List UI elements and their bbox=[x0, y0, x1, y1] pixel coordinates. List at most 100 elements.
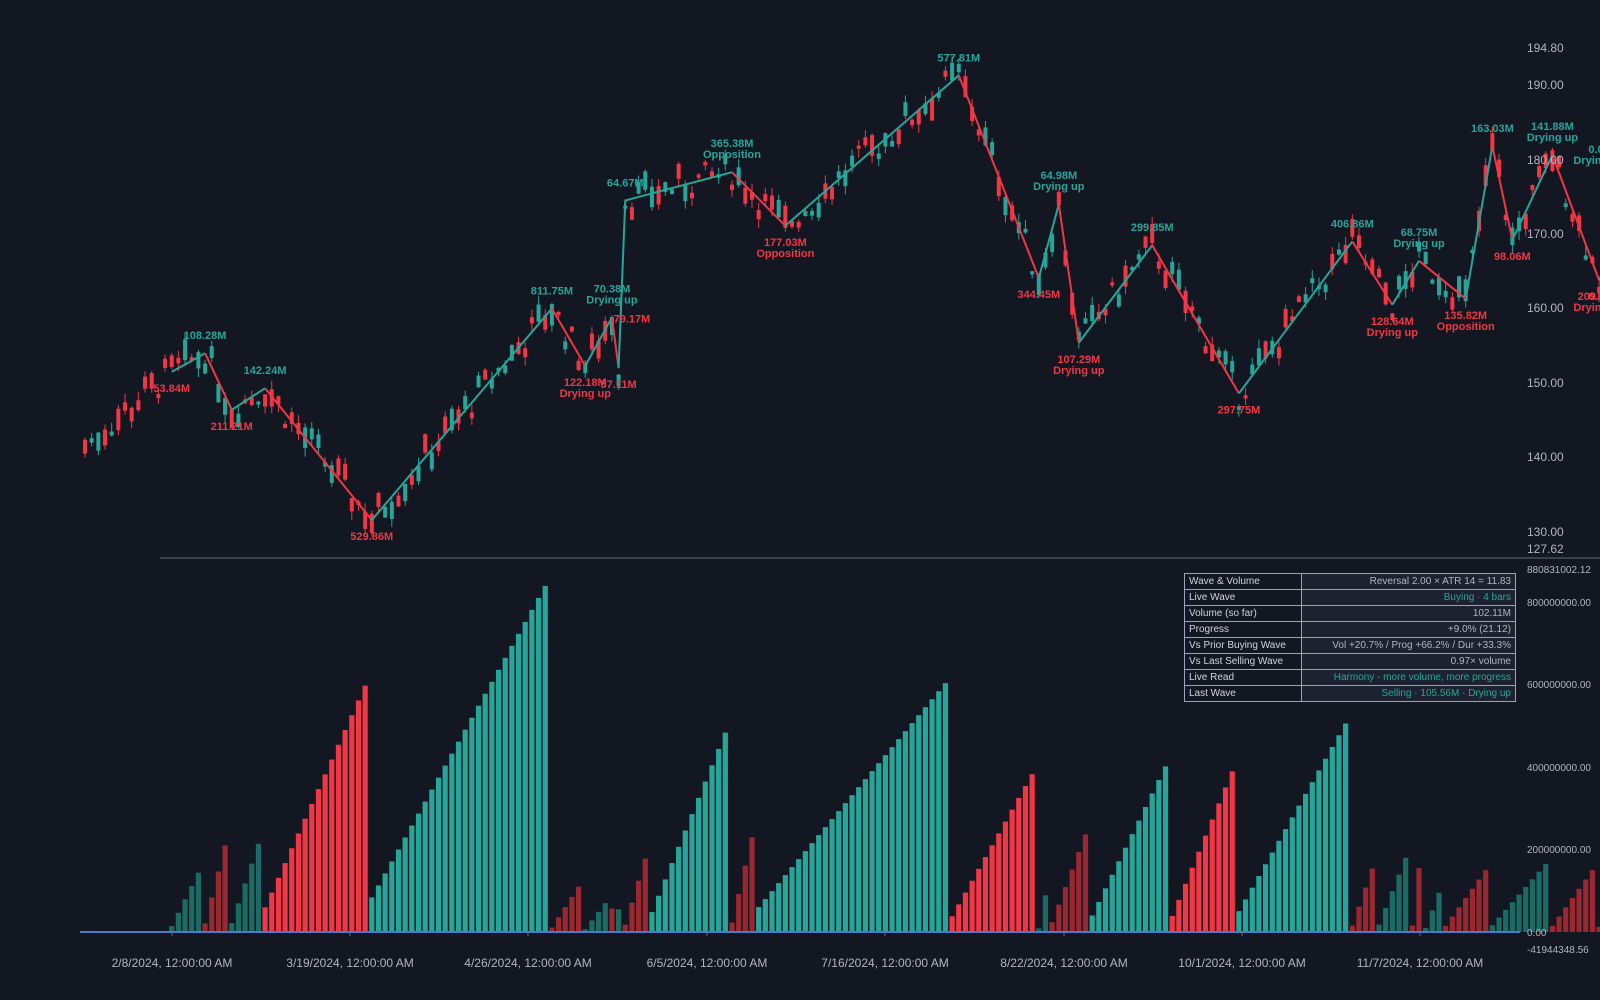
candle-body bbox=[656, 186, 661, 205]
zigzag-segment bbox=[1418, 260, 1467, 300]
candle-body bbox=[763, 194, 768, 202]
wave-label: 209.07M bbox=[1578, 291, 1600, 303]
wave-label: 0.00 bbox=[1588, 291, 1600, 303]
info-value: 102.11M bbox=[1301, 605, 1516, 622]
volume-bar bbox=[342, 729, 348, 932]
candle-body bbox=[843, 170, 848, 187]
volume-bar bbox=[1363, 887, 1369, 932]
candle-body bbox=[396, 495, 401, 507]
price-tick-label: 160.00 bbox=[1527, 301, 1564, 315]
volume-bar bbox=[422, 801, 428, 932]
candle-body bbox=[409, 475, 414, 485]
candle-body bbox=[743, 187, 748, 204]
candle-body bbox=[923, 103, 928, 115]
volume-bar bbox=[1029, 774, 1035, 932]
candle-body bbox=[1070, 292, 1075, 315]
candle-body bbox=[223, 398, 228, 415]
candle-body bbox=[236, 413, 241, 428]
zigzag-segment bbox=[584, 316, 613, 367]
zigzag-line bbox=[171, 74, 1600, 521]
candle-body bbox=[276, 396, 281, 405]
candle-body bbox=[556, 311, 561, 316]
candle-body bbox=[629, 207, 634, 220]
volume-bar bbox=[1383, 907, 1389, 932]
candle-body bbox=[1203, 346, 1208, 354]
candle-body bbox=[1403, 271, 1408, 289]
volume-bar bbox=[649, 912, 655, 932]
volume-bar bbox=[195, 872, 201, 932]
volume-bar bbox=[1336, 735, 1342, 932]
candle-body bbox=[563, 341, 568, 350]
wave-label: 177.03M bbox=[764, 237, 807, 249]
candle-body bbox=[109, 431, 114, 436]
candle-body bbox=[1497, 159, 1502, 177]
volume-bar bbox=[355, 700, 362, 932]
info-key: Live Wave bbox=[1184, 589, 1302, 606]
volume-bar bbox=[1069, 869, 1075, 932]
volume-bar bbox=[809, 843, 815, 932]
zigzag-segment bbox=[1078, 244, 1153, 344]
candle-body bbox=[289, 412, 294, 424]
volume-bar bbox=[756, 907, 762, 932]
volume-bar bbox=[669, 863, 675, 932]
volume-bar bbox=[1356, 906, 1362, 932]
candle-body bbox=[363, 511, 368, 529]
candle-body bbox=[736, 167, 741, 186]
candle-body bbox=[569, 326, 574, 332]
wave-label: 529.86M bbox=[350, 531, 393, 543]
volume-bar bbox=[842, 803, 848, 932]
candle-body bbox=[389, 501, 394, 519]
volume-bar bbox=[1396, 874, 1402, 932]
candle-body bbox=[1543, 153, 1548, 169]
volume-bar bbox=[589, 920, 595, 932]
volume-bar bbox=[1509, 902, 1515, 932]
info-row: Wave & Volume Reversal 2.00 × ATR 14 = 11… bbox=[1184, 573, 1516, 590]
candle-body bbox=[1030, 271, 1035, 275]
volume-bar bbox=[642, 858, 648, 932]
candle-body bbox=[589, 333, 594, 350]
volume-bar bbox=[682, 830, 688, 932]
volume-bar bbox=[1529, 879, 1535, 932]
candle-body bbox=[369, 513, 374, 533]
candle-body bbox=[1003, 197, 1008, 216]
candle-body bbox=[1043, 252, 1048, 268]
candle-body bbox=[1103, 308, 1108, 316]
candle-body bbox=[1356, 235, 1361, 249]
wave-label: 128.64M bbox=[1371, 316, 1414, 328]
candle-body bbox=[1283, 308, 1288, 328]
zigzag-segment bbox=[551, 307, 587, 367]
volume-bar bbox=[1176, 899, 1182, 932]
volume-bar bbox=[982, 857, 989, 932]
volume-bar bbox=[509, 645, 515, 932]
candle-body bbox=[463, 396, 468, 410]
candle-body bbox=[123, 402, 128, 411]
volume-bar bbox=[382, 873, 388, 932]
volume-bar bbox=[716, 748, 722, 932]
info-row: Live Read Harmony - more volume, more pro… bbox=[1184, 669, 1516, 686]
volume-bar bbox=[656, 895, 662, 932]
candle-body bbox=[963, 76, 968, 98]
candle-body bbox=[576, 360, 581, 371]
candle-body bbox=[1263, 341, 1268, 359]
volume-bar bbox=[1589, 870, 1596, 932]
candle-body bbox=[429, 452, 434, 470]
candle-body bbox=[776, 199, 781, 218]
candle-body bbox=[1083, 318, 1088, 324]
volume-bar bbox=[696, 797, 702, 932]
candle-body bbox=[1430, 279, 1435, 284]
volume-bar bbox=[1149, 793, 1155, 932]
candle-body bbox=[136, 400, 141, 410]
zigzag-segment bbox=[1057, 204, 1080, 343]
candle-body bbox=[803, 210, 808, 216]
candle-body bbox=[1557, 155, 1562, 168]
info-row: Vs Prior Buying Wave Vol +20.7% / Prog +6… bbox=[1184, 637, 1516, 654]
volume-bar bbox=[1503, 909, 1509, 932]
volume-bar bbox=[1249, 887, 1255, 932]
candle-body bbox=[616, 374, 621, 387]
candle-body bbox=[1136, 254, 1141, 260]
candle-body bbox=[1490, 133, 1495, 151]
volume-bar bbox=[876, 763, 882, 932]
candle-body bbox=[1236, 406, 1241, 410]
volume-bar bbox=[609, 908, 615, 932]
candle-body bbox=[1437, 277, 1442, 296]
